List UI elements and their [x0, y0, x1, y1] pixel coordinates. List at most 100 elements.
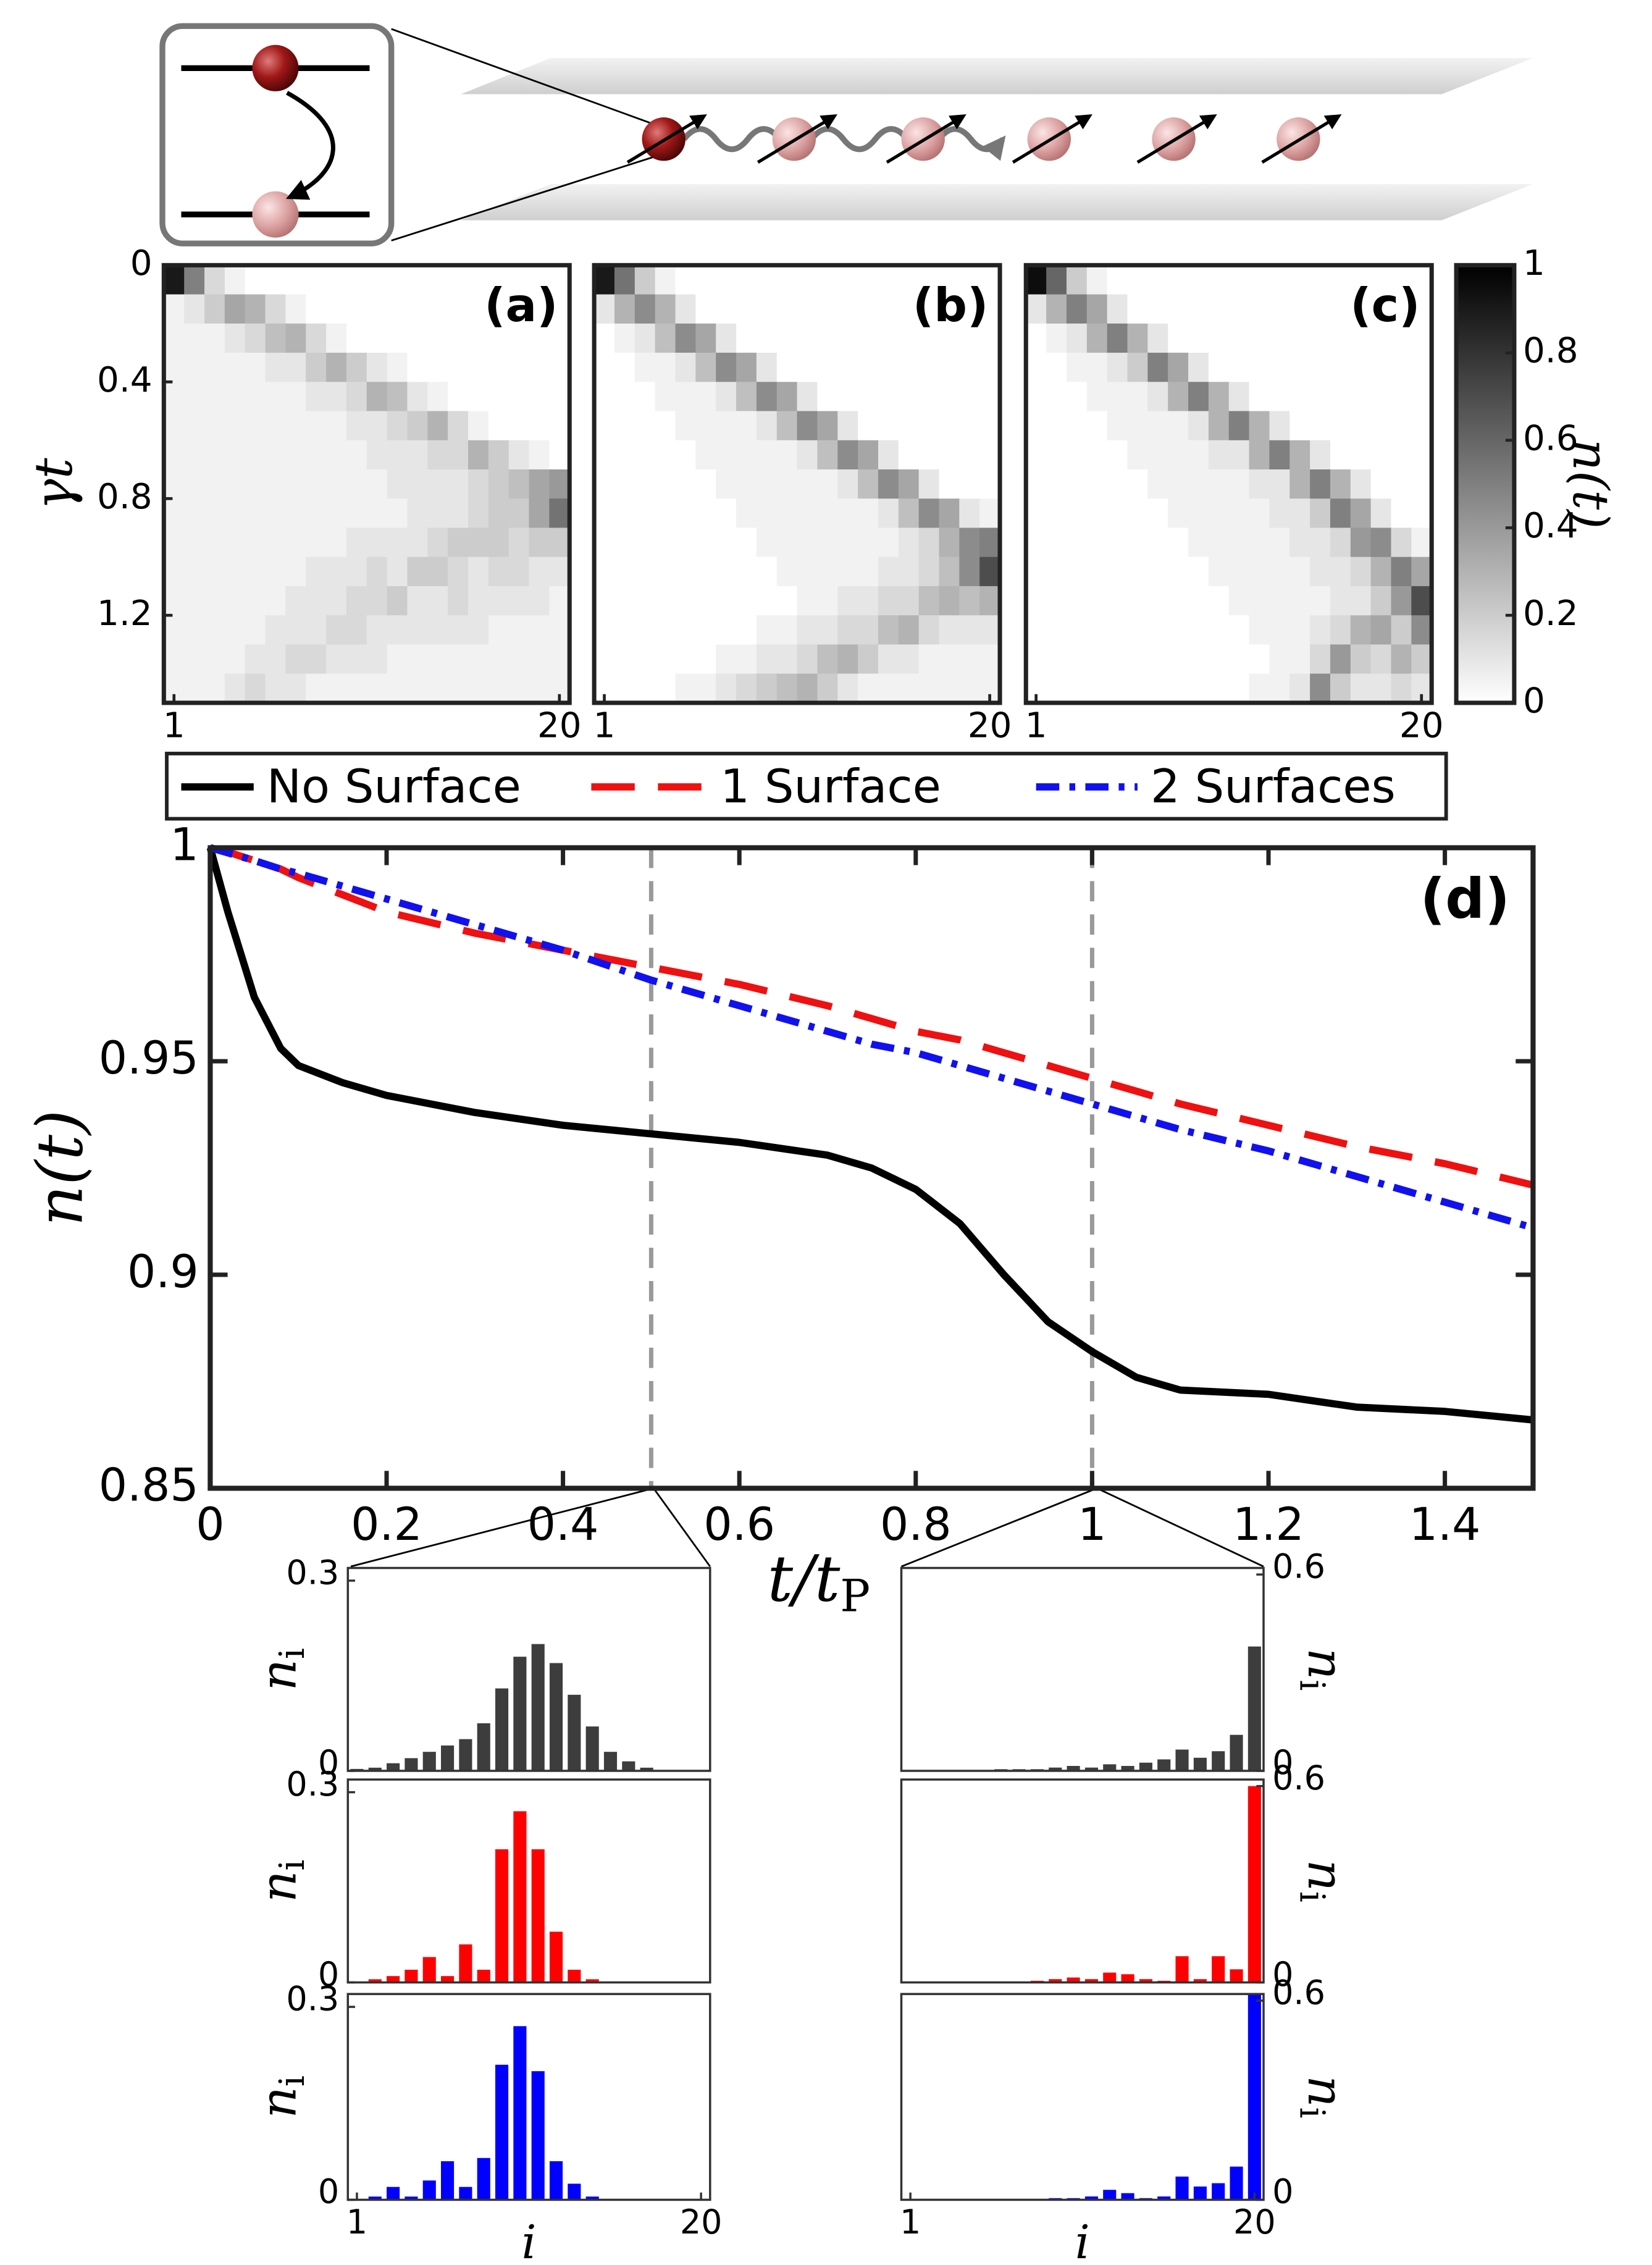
heat-cell — [797, 557, 818, 587]
heat-cell — [1046, 644, 1067, 674]
y-tick-label: 0.4 — [97, 360, 153, 400]
heat-cell — [736, 615, 757, 645]
heat-cell — [488, 265, 509, 295]
heat-cell — [1391, 382, 1412, 412]
heat-cell — [204, 294, 225, 324]
heat-cell — [614, 411, 635, 441]
heat-cell — [1370, 586, 1392, 616]
frame — [208, 845, 1536, 1491]
heat-cell — [1370, 382, 1392, 412]
heat-cell — [736, 265, 757, 295]
heat-cell — [817, 557, 838, 587]
bar — [495, 2064, 509, 2200]
y-tick-label: 0 — [1272, 1743, 1293, 1782]
heat-cell — [1086, 323, 1108, 353]
heat-cell — [1289, 265, 1310, 295]
colorbar — [1454, 263, 1517, 705]
heat-cell — [918, 498, 940, 529]
heat-cell — [614, 673, 635, 704]
heat-cell — [878, 294, 899, 324]
bar — [441, 1745, 455, 1771]
heat-cell — [549, 440, 570, 470]
heat-cell — [1046, 440, 1067, 470]
x-axis-label-base: t/t — [768, 1542, 841, 1616]
heat-cell — [245, 353, 266, 382]
heat-cell — [979, 644, 1000, 674]
connector — [350, 1487, 654, 1568]
heat-cell — [326, 673, 347, 704]
heat-cell — [858, 382, 879, 412]
heat-cell — [326, 382, 347, 412]
heat-cell — [1127, 557, 1149, 587]
heat-cell — [837, 673, 858, 704]
heat-cell — [695, 411, 716, 441]
heat-cell — [695, 586, 716, 616]
heat-cell — [1228, 411, 1250, 441]
heat-cell — [634, 440, 656, 470]
heat-cell — [346, 323, 367, 353]
heat-cell — [1249, 353, 1270, 382]
heat-cell — [1289, 294, 1310, 324]
heat-cell — [1289, 382, 1310, 412]
bar — [368, 1979, 382, 1983]
heat-cell — [1147, 673, 1168, 704]
heat-cell — [1228, 586, 1250, 616]
heat-cell — [756, 557, 778, 587]
heat-cell — [1026, 265, 1047, 295]
heat-cell — [614, 382, 635, 412]
heat-cell — [1370, 644, 1392, 674]
heat-cell — [1066, 498, 1088, 529]
heat-cell — [736, 498, 757, 529]
heat-cell — [1107, 353, 1128, 382]
heat-cell — [508, 644, 530, 674]
heat-cell — [1391, 411, 1412, 441]
heat-cell — [346, 615, 367, 645]
heat-cell — [326, 527, 347, 558]
heat-cell — [1310, 323, 1331, 353]
bar — [603, 1752, 618, 1771]
heat-cell — [366, 527, 388, 558]
heat-cell — [204, 673, 225, 704]
heat-cell — [614, 265, 635, 295]
heat-cell — [1330, 527, 1351, 558]
heat-cell — [858, 644, 879, 674]
heat-cell — [695, 615, 716, 645]
colorbar-tick-label: 0.4 — [1523, 506, 1579, 546]
heat-cell — [306, 323, 327, 353]
heat-cell — [468, 586, 489, 616]
heat-cell — [508, 411, 530, 441]
x-tick-label: 1 — [1025, 705, 1047, 746]
heat-cell — [1228, 294, 1250, 324]
heat-cell — [858, 615, 879, 645]
heat-cell — [306, 265, 327, 295]
bar — [459, 1739, 472, 1771]
heat-cell — [1147, 557, 1168, 587]
heat-cell — [1310, 382, 1331, 412]
heat-cell — [1147, 644, 1168, 674]
series-line — [206, 846, 1533, 1424]
heat-cell — [285, 557, 306, 587]
heat-cell — [939, 557, 960, 587]
bar — [495, 1849, 509, 1983]
heat-cell — [1391, 469, 1412, 499]
heat-cell — [1046, 498, 1067, 529]
heat-cell — [1066, 557, 1088, 587]
heat-cell — [1147, 411, 1168, 441]
heat-cell — [164, 382, 185, 412]
heat-cell — [508, 673, 530, 704]
bar — [531, 2071, 545, 2200]
heat-cell — [448, 673, 469, 704]
heat-cell — [1168, 265, 1189, 295]
heat-cell — [776, 469, 798, 499]
heat-cell — [387, 557, 408, 587]
heat-cell — [1411, 440, 1432, 470]
heat-cell — [594, 469, 615, 499]
heat-cell — [245, 557, 266, 587]
heat-cell — [366, 673, 388, 704]
heat-cell — [184, 382, 205, 412]
heat-cell — [549, 294, 570, 324]
heat-cell — [1370, 469, 1392, 499]
heat-cell — [1391, 586, 1412, 616]
heat-cell — [695, 644, 716, 674]
